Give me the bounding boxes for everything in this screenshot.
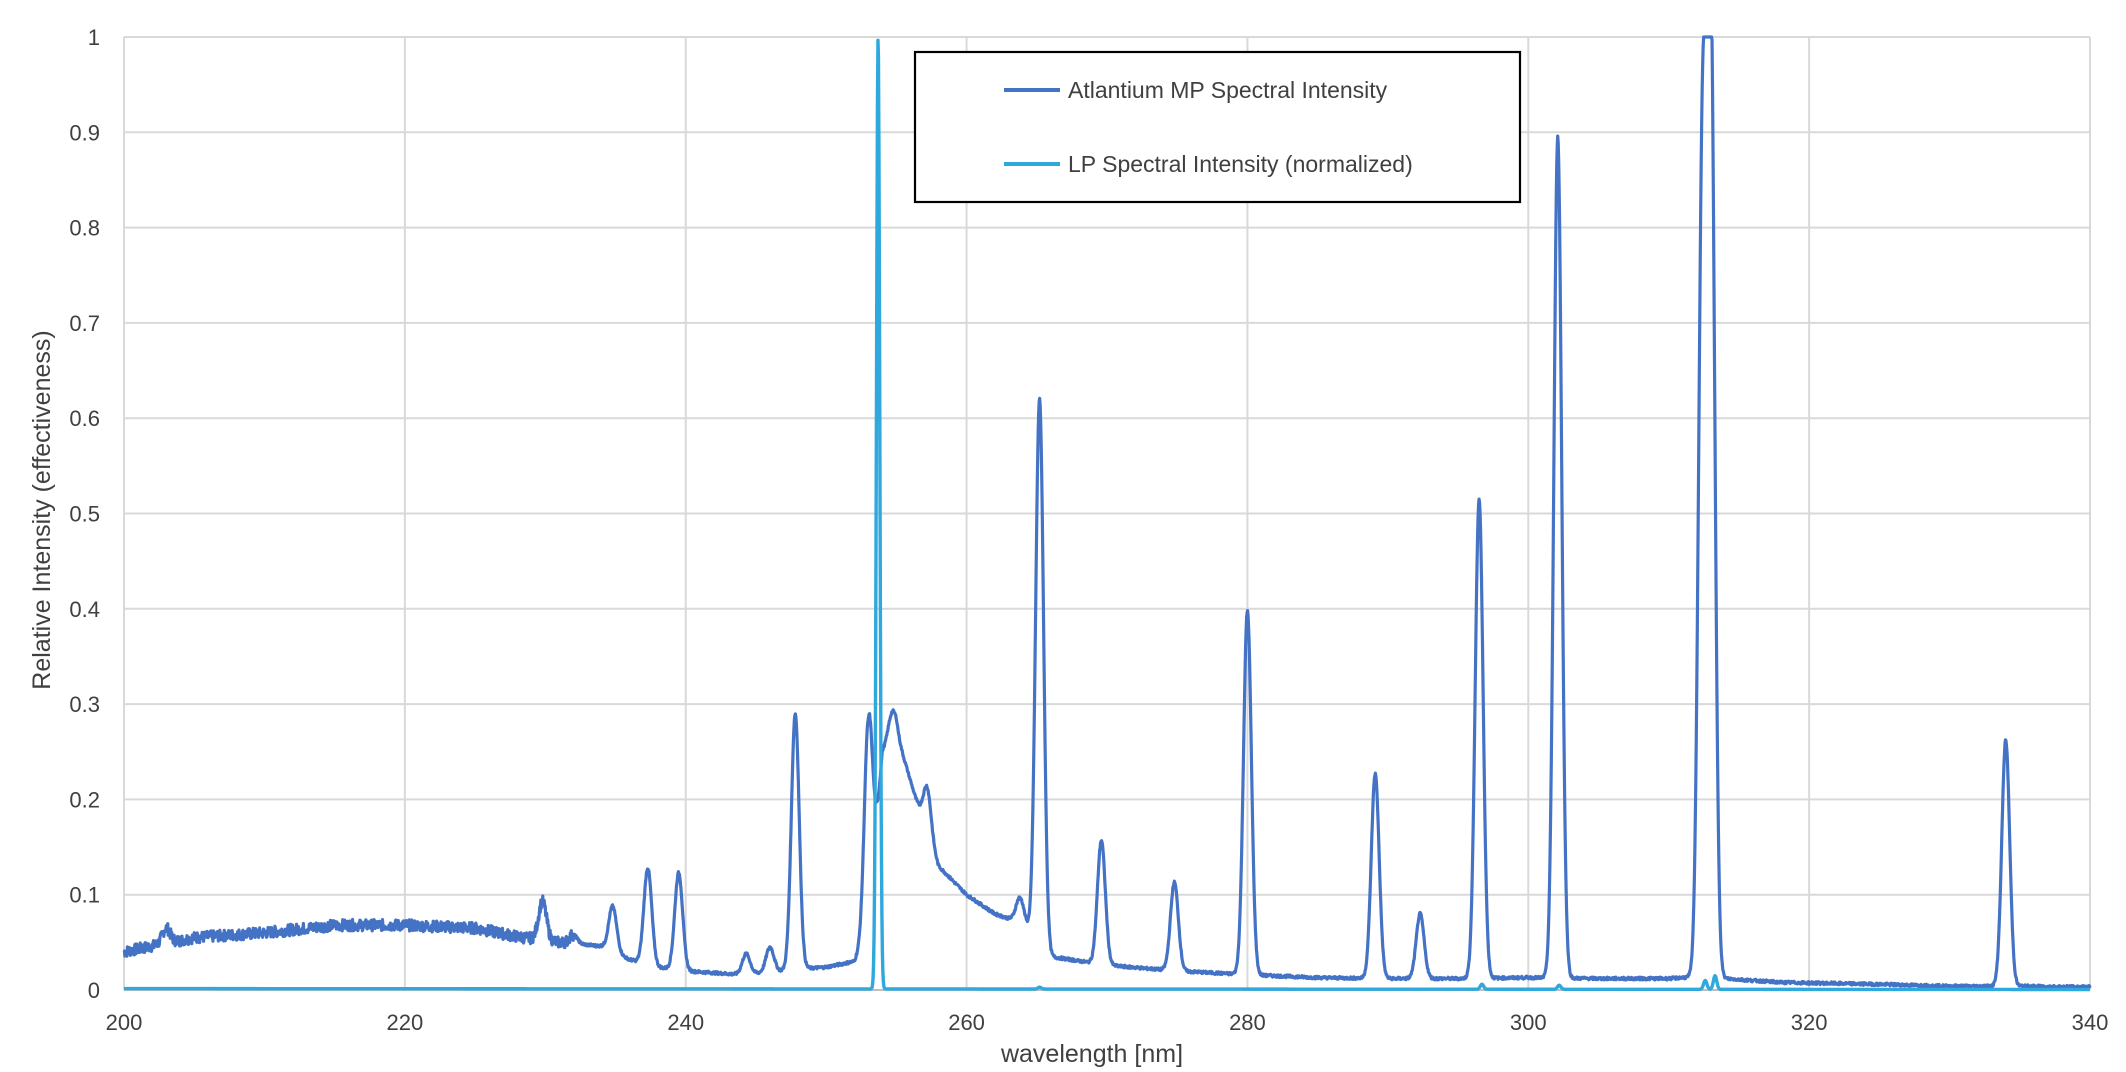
series-layer — [122, 35, 2092, 992]
series-line-lp — [122, 38, 2092, 992]
y-tick-label: 0.2 — [69, 787, 100, 812]
y-tick-label: 0.3 — [69, 692, 100, 717]
legend-box — [913, 50, 1522, 204]
y-tick-label: 1 — [88, 25, 100, 50]
x-tick-label: 280 — [1229, 1010, 1266, 1035]
x-tick-label: 320 — [1791, 1010, 1828, 1035]
y-tick-label: 0.7 — [69, 311, 100, 336]
legend: Atlantium MP Spectral Intensity LP Spect… — [913, 50, 1522, 204]
y-tick-label: 0.6 — [69, 406, 100, 431]
legend-label-mp: Atlantium MP Spectral Intensity — [1068, 77, 1388, 103]
y-tick-label: 0.9 — [69, 120, 100, 145]
y-axis-label: Relative Intensity (effectiveness) — [28, 330, 56, 689]
x-tick-labels: 200 220 240 260 280 300 320 340 — [106, 1010, 2109, 1035]
x-axis-label: wavelength [nm] — [1000, 1040, 1183, 1068]
legend-label-lp: LP Spectral Intensity (normalized) — [1068, 151, 1413, 177]
x-tick-label: 260 — [948, 1010, 985, 1035]
x-tick-label: 300 — [1510, 1010, 1547, 1035]
x-tick-label: 200 — [106, 1010, 143, 1035]
x-tick-label: 240 — [667, 1010, 704, 1035]
y-tick-label: 0.1 — [69, 883, 100, 908]
y-tick-label: 0 — [88, 978, 100, 1003]
y-tick-labels: 0 0.1 0.2 0.3 0.4 0.5 0.6 0.7 0.8 0.9 1 — [69, 25, 100, 1003]
y-tick-label: 0.4 — [69, 597, 100, 622]
x-tick-label: 220 — [386, 1010, 423, 1035]
y-tick-label: 0.5 — [69, 502, 100, 527]
y-tick-label: 0.8 — [69, 216, 100, 241]
series-line-mp — [122, 35, 2092, 991]
x-tick-label: 340 — [2072, 1010, 2109, 1035]
